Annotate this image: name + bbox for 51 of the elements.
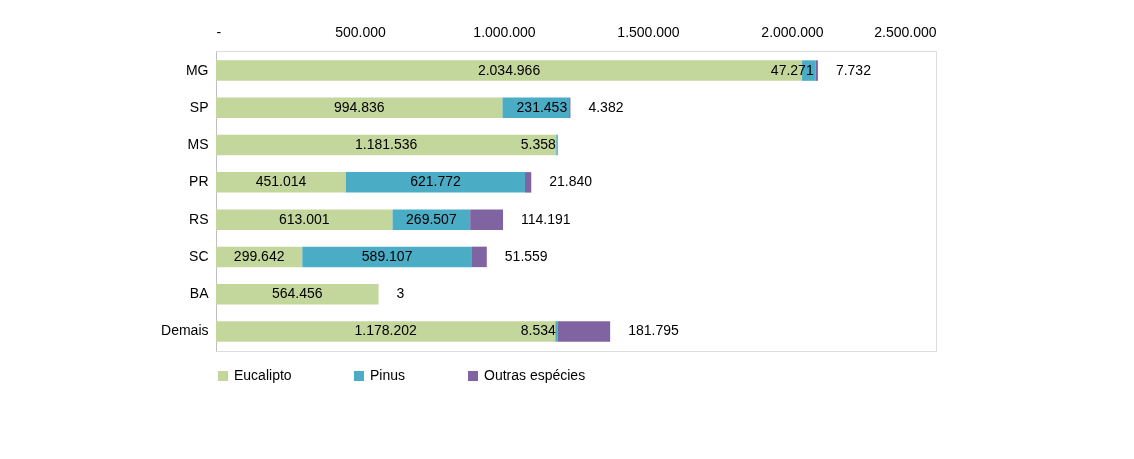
y-tick-label: PR — [189, 173, 209, 190]
bar — [216, 97, 503, 119]
x-tick-label: 500.000 — [335, 23, 387, 40]
bar — [557, 321, 611, 342]
data-label: 2.034.966 — [477, 61, 541, 78]
bar — [216, 172, 346, 193]
data-label: 5.358 — [520, 136, 557, 153]
y-tick-label: SP — [189, 98, 209, 115]
y-tick-label: RS — [189, 210, 209, 227]
data-label: 564.456 — [271, 285, 323, 302]
data-label: 231.453 — [516, 98, 568, 115]
data-label: 994.836 — [333, 98, 385, 115]
bar — [524, 172, 532, 193]
bar — [470, 209, 504, 230]
data-label: 3 — [396, 285, 405, 302]
legend-label: Outras espécies — [484, 367, 586, 383]
data-label: 21.840 — [549, 173, 593, 190]
data-label: 1.178.202 — [354, 322, 418, 339]
x-tick-label: 1.000.000 — [473, 23, 536, 40]
data-label: 4.382 — [588, 98, 624, 115]
x-tick-label: 2.000.000 — [761, 23, 824, 40]
data-label: 299.642 — [233, 247, 285, 264]
data-label: 613.001 — [278, 210, 330, 227]
bar — [216, 134, 557, 156]
x-tick-label: 1.500.000 — [617, 23, 680, 40]
data-label: 1.181.536 — [354, 136, 418, 153]
data-label: 51.559 — [504, 247, 548, 264]
data-label: 7.732 — [835, 61, 872, 78]
bar — [345, 172, 525, 193]
y-tick-label: BA — [189, 285, 210, 302]
data-label: 269.507 — [406, 210, 457, 227]
legend-label: Eucalipto — [234, 367, 292, 383]
data-label: 8.534 — [520, 322, 556, 339]
data-label: 114.191 — [521, 210, 571, 227]
legend-label: Pinus — [370, 367, 406, 383]
y-tick-label: SC — [189, 247, 209, 264]
y-tick-label: MS — [187, 136, 209, 153]
y-tick-label: MG — [185, 61, 209, 78]
x-tick-label: - — [216, 23, 222, 40]
bar — [216, 209, 393, 230]
bar — [555, 321, 558, 342]
data-label: 621.772 — [410, 173, 461, 190]
bar — [815, 60, 818, 81]
y-tick-label: Demais — [161, 322, 209, 339]
bar — [302, 246, 472, 268]
data-label: 181.795 — [628, 322, 679, 339]
x-tick-label: 2.500.000 — [874, 23, 937, 40]
data-label: 451.014 — [255, 173, 307, 190]
bar — [471, 246, 487, 268]
bar — [216, 321, 556, 342]
data-label: 589.107 — [361, 247, 413, 264]
